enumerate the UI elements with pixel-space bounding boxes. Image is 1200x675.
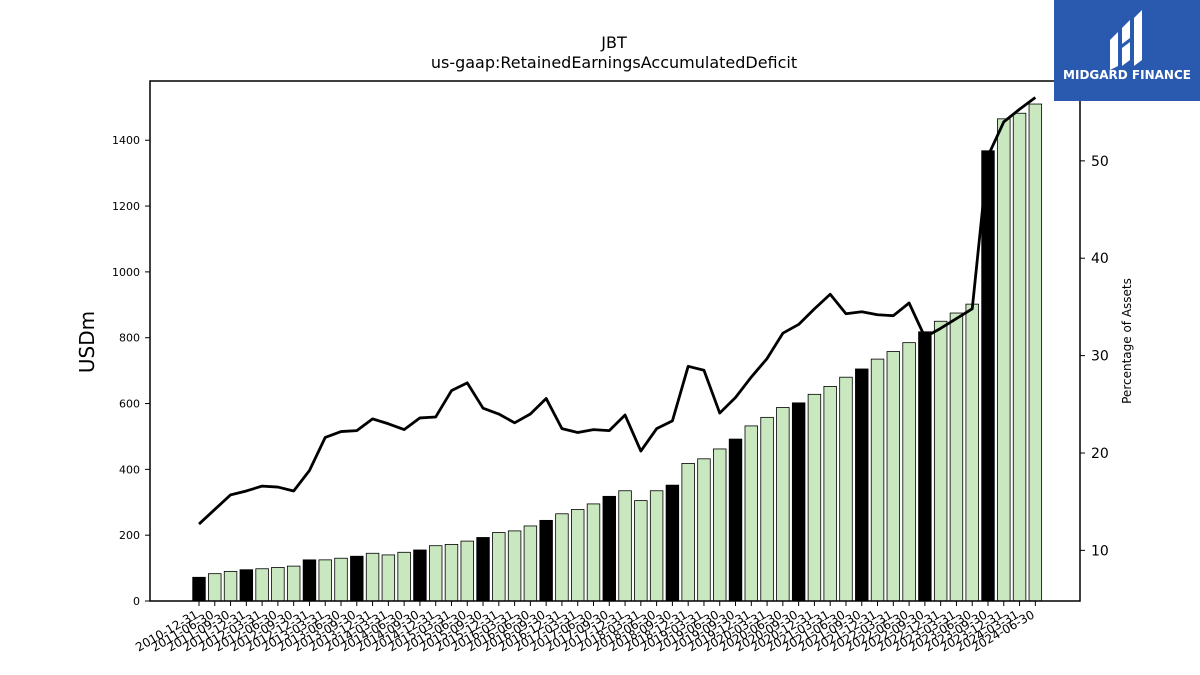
y-tick-label: 1000: [112, 266, 140, 279]
y-tick-label: 1400: [112, 134, 140, 147]
bar: [413, 549, 427, 602]
plot-frame: [149, 80, 1081, 602]
bar: [318, 559, 332, 602]
y-axis-label-left: USDm: [75, 311, 99, 373]
y-tick-label: 800: [119, 332, 140, 345]
bar: [965, 303, 979, 602]
bar: [428, 545, 443, 602]
y2-tick-label: 50: [1091, 154, 1109, 170]
bar: [192, 576, 206, 602]
bar: [855, 368, 869, 602]
bar: [208, 573, 222, 602]
y-axis-right: 10 20 30 40 50: [1080, 154, 1109, 559]
y2-tick-label: 30: [1091, 349, 1109, 365]
bar: [365, 552, 380, 602]
bar-series: [192, 103, 1043, 602]
y2-tick-label: 40: [1091, 251, 1109, 267]
y-tick-label: 1200: [112, 200, 140, 213]
bar: [555, 513, 569, 602]
bar: [949, 312, 964, 602]
bar: [634, 500, 648, 602]
y-tick-label: 200: [119, 529, 140, 542]
bar: [271, 567, 285, 602]
bar: [350, 555, 364, 602]
bar: [381, 554, 396, 602]
y2-tick-label: 10: [1091, 543, 1109, 559]
bar: [918, 331, 932, 602]
bar: [807, 393, 822, 602]
bar: [997, 118, 1011, 602]
y-tick-label: 600: [119, 398, 140, 411]
bar: [523, 525, 538, 602]
bar: [539, 519, 553, 602]
bar: [302, 559, 317, 602]
bar: [776, 407, 790, 602]
bar: [697, 458, 711, 602]
bar: [1028, 103, 1043, 602]
x-axis: 2010-12-312011-06-302011-09-302011-12-31…: [133, 601, 1037, 654]
y-tick-label: 400: [119, 463, 140, 476]
bar: [1012, 112, 1027, 602]
brand-logo: MIDGARD FINANCE: [1054, 0, 1200, 101]
bar: [713, 448, 727, 602]
bar: [681, 463, 695, 602]
bar: [223, 570, 238, 602]
pct-line-series: [198, 96, 1037, 526]
bar: [492, 532, 506, 602]
bar: [239, 569, 254, 602]
bar: [728, 438, 743, 602]
bar: [886, 351, 901, 602]
y-axis-label-right: Percentage of Assets: [1120, 278, 1134, 404]
bar: [286, 565, 301, 602]
bar: [981, 150, 995, 602]
bar: [791, 402, 806, 602]
bar: [334, 557, 348, 602]
chart-subtitle: us-gaap:RetainedEarningsAccumulatedDefic…: [431, 53, 797, 72]
bar: [744, 425, 759, 602]
bar: [823, 386, 837, 602]
y-tick-label: 0: [133, 595, 140, 608]
pct-line: [198, 96, 1037, 526]
bar: [507, 530, 522, 602]
bar: [571, 509, 585, 602]
bar: [649, 490, 664, 602]
chart-title: JBT: [600, 33, 627, 52]
y2-tick-label: 20: [1091, 446, 1109, 462]
y-axis-left: 0 200 400 600 800 1000 1200 1400: [112, 134, 150, 608]
bar: [870, 358, 885, 602]
bar: [586, 503, 601, 602]
bar: [602, 495, 616, 602]
bar: [397, 551, 411, 602]
bar: [839, 376, 853, 602]
bar: [933, 320, 948, 602]
bar: [618, 490, 632, 602]
bar: [902, 342, 916, 602]
bar: [255, 568, 269, 602]
bar: [476, 537, 490, 602]
bar: [460, 540, 474, 602]
bar: [665, 484, 680, 602]
bar: [760, 416, 774, 602]
logo-text: MIDGARD FINANCE: [1063, 68, 1191, 82]
bar: [444, 543, 459, 602]
midgard-logo-icon: [1110, 10, 1142, 70]
